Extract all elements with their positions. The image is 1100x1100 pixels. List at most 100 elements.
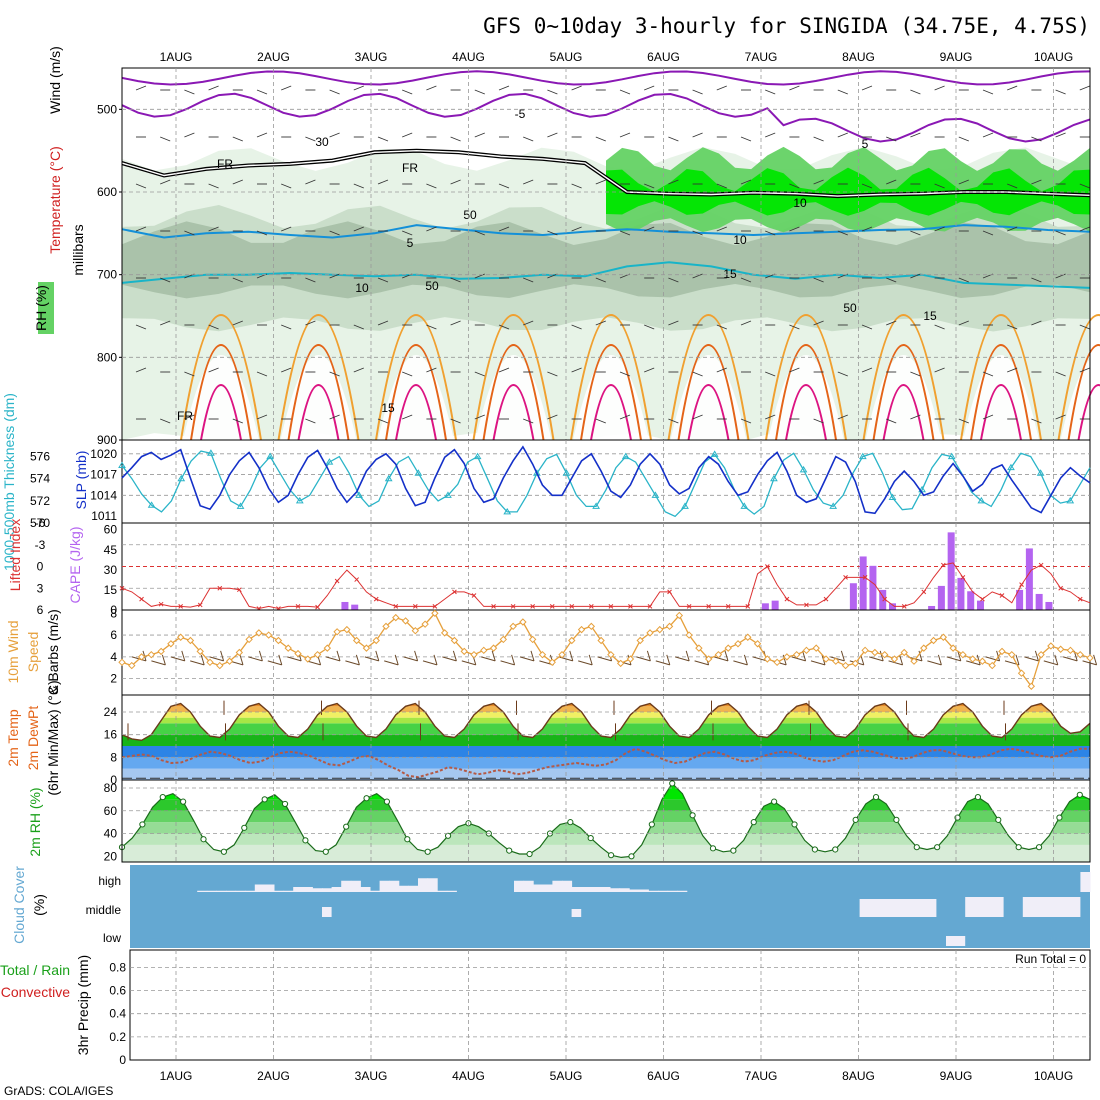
panel-label-total-rain: Total / Rain: [0, 962, 70, 978]
thickness-point: [325, 458, 334, 465]
wind-barb: [498, 85, 510, 91]
wind-speed-point: [812, 644, 820, 652]
pressure-tick-label: 600: [97, 185, 117, 199]
wind-speed-point: [499, 635, 508, 644]
wind-speed-point: [137, 653, 146, 661]
thickness-tick-label: 576: [30, 450, 50, 464]
wind-barb: [1007, 226, 1018, 232]
wind-barb: [256, 230, 268, 236]
wind-barb: [414, 650, 419, 662]
wind-speed-point: [978, 657, 987, 665]
precip-tick-label: 0: [119, 1053, 126, 1067]
wind-barb: [433, 654, 438, 666]
wind-barb: [886, 320, 897, 326]
wind-barb: [837, 89, 848, 95]
wind-barb: [619, 371, 631, 377]
thickness-point: [562, 469, 571, 476]
wind-barb: [523, 277, 534, 283]
slp-tick-label: 1020: [90, 447, 117, 461]
date-label-top: 9AUG: [940, 50, 973, 64]
precip-frame: [129, 949, 1091, 1061]
wind-barb: [837, 414, 848, 420]
wind-barb: [135, 324, 147, 330]
wind-barb: [200, 654, 205, 666]
wind-barb: [886, 179, 897, 185]
wind-barb: [958, 418, 969, 424]
wind-barb: [743, 654, 748, 666]
wind-barb: [765, 371, 776, 377]
wind-barb: [934, 324, 945, 330]
cloud-high-bar: [398, 885, 409, 892]
wind-barb: [813, 320, 824, 326]
cape-bar: [341, 601, 349, 610]
cloud-high-bar: [437, 890, 448, 892]
thickness-tick-label: 572: [30, 494, 50, 508]
contour-label: 10: [355, 281, 369, 295]
rh2m-point: [934, 844, 941, 851]
wind-barb: [1031, 136, 1042, 142]
isotherm-15: [277, 314, 360, 441]
date-label-top: 6AUG: [647, 50, 680, 64]
wind-speed-point: [411, 626, 420, 635]
wind-barb: [937, 654, 942, 666]
rh2m-point: [750, 819, 757, 826]
lifted-index-point: [706, 604, 712, 609]
rh2m-point: [159, 793, 166, 801]
wind-speed-point: [753, 640, 762, 648]
wind-barb: [135, 85, 147, 91]
date-label-top: 1AUG: [160, 50, 193, 64]
isotherm-15: [862, 314, 945, 441]
dewpoint-line: [121, 747, 1090, 779]
wind-barb: [958, 277, 969, 283]
wind-speed-point: [225, 657, 234, 665]
wind-barb: [886, 418, 897, 424]
wind-speed-point: [509, 622, 517, 631]
contour-label: 30: [315, 135, 329, 149]
isotherm-25: [297, 384, 340, 441]
wind-speed-point: [695, 644, 703, 652]
wind-barb: [523, 179, 534, 185]
wind-speed-point: [460, 647, 468, 656]
wind-barb: [355, 654, 360, 666]
contour-label: 15: [723, 267, 737, 281]
wind-barb: [160, 277, 171, 283]
wind-speed-line: [121, 612, 1091, 688]
lifted-index-point: [980, 596, 985, 602]
cape-bar: [771, 600, 779, 610]
cape-bar: [869, 565, 877, 610]
wind-barb: [208, 85, 219, 91]
isotherm-20: [385, 344, 447, 441]
wind-barb: [239, 654, 244, 666]
rh2m-point: [771, 798, 778, 805]
wind-speed-point: [1066, 646, 1075, 655]
wind-barb: [208, 367, 219, 373]
thermal-dome: [768, 355, 844, 440]
rh2m-point: [302, 837, 309, 844]
date-label-top: 8AUG: [842, 50, 875, 64]
wind-barb: [934, 85, 945, 91]
wind-barb: [888, 660, 903, 666]
wind-barb: [668, 418, 679, 424]
wind-barb: [619, 414, 631, 420]
wind-speed-point: [255, 629, 263, 637]
rh-shading: [606, 167, 1090, 216]
cloud-high-bar: [408, 885, 419, 892]
wind-speed-point: [343, 625, 351, 634]
wind-barb: [675, 656, 690, 662]
footer-credit: GrADS: COLA/IGES: [4, 1084, 113, 1098]
cape-bar: [937, 585, 945, 610]
cloud-high-bar: [562, 880, 573, 892]
thermal-dome: [475, 355, 552, 440]
wind-barb: [278, 654, 283, 666]
rh2m-point: [709, 845, 717, 852]
wind-barb: [692, 89, 703, 95]
isotherm-15: [570, 314, 652, 441]
wind-barb: [578, 660, 593, 666]
wind-barb: [353, 324, 364, 330]
wind-barb: [789, 367, 800, 373]
lifted-index-point: [236, 587, 242, 593]
cape-bar: [879, 589, 887, 610]
wind-barb: [837, 371, 848, 377]
rh-tick-label: 40: [104, 827, 118, 841]
upper-air-panel: -5 5 5 10 10 15 15 15 FR FR FR 10 30 50 50 50 500 600 700 8…: [33, 46, 1100, 448]
